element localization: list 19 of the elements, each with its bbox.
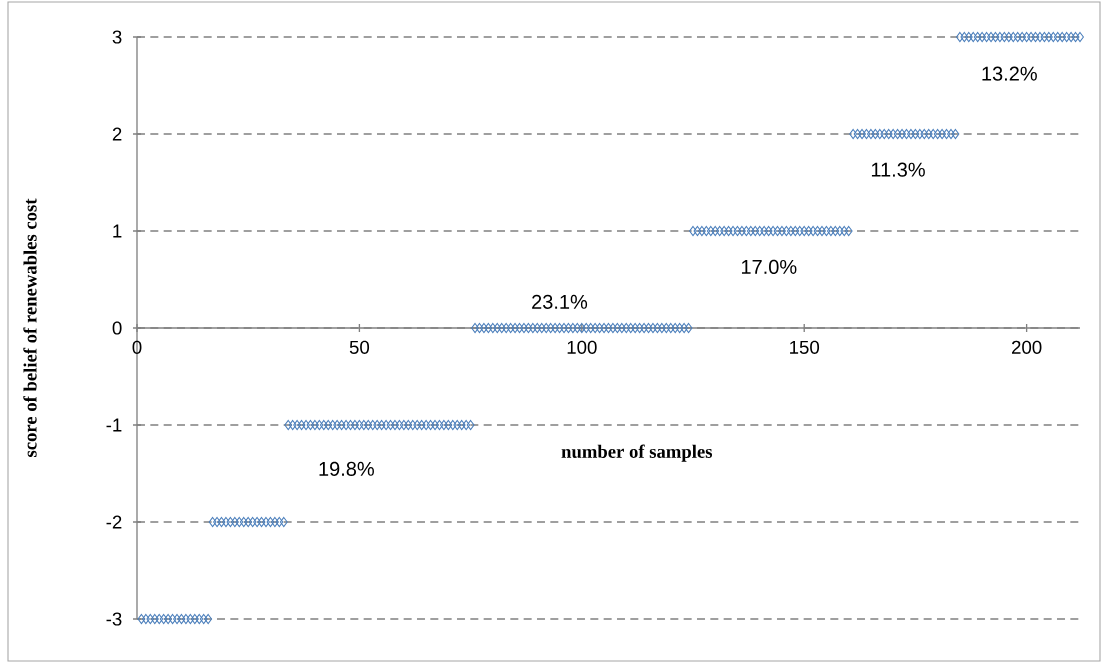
y-tick-label: 1 xyxy=(113,224,122,238)
y-tick-label: 3 xyxy=(112,30,122,44)
x-tick-label: 150 xyxy=(790,340,820,354)
annotation: 13.2% xyxy=(982,66,1037,81)
x-tick-label: 100 xyxy=(567,340,597,354)
annotation: 19.8% xyxy=(319,461,374,476)
x-tick-label: 50 xyxy=(349,340,370,354)
annotation: 11.3% xyxy=(871,162,925,177)
annotation: 17.0% xyxy=(741,259,797,274)
y-tick-label: 0 xyxy=(112,321,122,335)
x-tick-label: 0 xyxy=(132,340,142,354)
y-tick-label: -2 xyxy=(106,515,122,529)
y-tick-label: 2 xyxy=(112,127,122,141)
x-tick-label: 200 xyxy=(1011,340,1042,354)
y-tick-label: -1 xyxy=(106,418,122,432)
x-axis-title: number of samples xyxy=(561,444,713,462)
y-tick-label: -3 xyxy=(106,612,122,626)
y-axis-title: score of belief of renewables cost xyxy=(23,198,37,457)
annotation: 23.1% xyxy=(532,294,588,309)
